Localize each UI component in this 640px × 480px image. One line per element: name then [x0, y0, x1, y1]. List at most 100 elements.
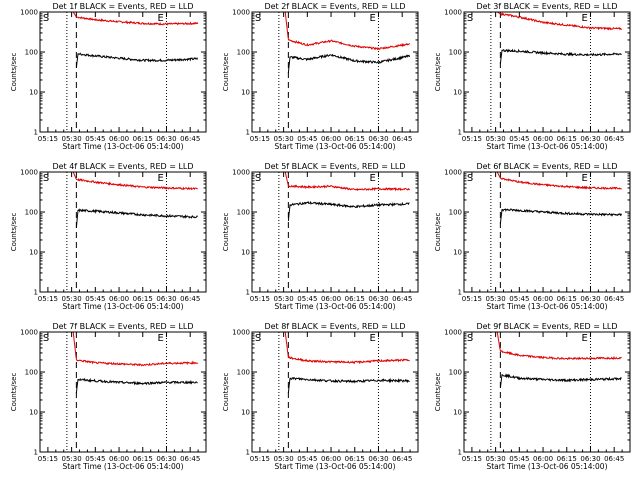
x-tick-label: 06:00 [109, 295, 129, 303]
x-tick-label: 05:45 [297, 295, 317, 303]
y-tick-label: 100 [25, 49, 38, 57]
events-series-line [287, 200, 410, 221]
x-tick-label: 05:30 [486, 455, 506, 463]
x-tick-label: 05:45 [297, 135, 317, 143]
start-marker-label: S [255, 333, 261, 344]
x-tick-label: 05:45 [509, 295, 529, 303]
x-tick-label: 05:30 [274, 295, 294, 303]
y-tick-label: 100 [25, 369, 38, 377]
plot-frame [463, 11, 631, 133]
x-tick-label: 06:45 [392, 135, 412, 143]
end-marker-label: E [157, 333, 163, 344]
y-tick-label: 10 [29, 249, 38, 257]
x-tick-label: 06:15 [557, 135, 577, 143]
x-tick-label: 05:15 [462, 295, 482, 303]
y-tick-label: 100 [25, 209, 38, 217]
panel-title: Det 6f BLACK = Events, RED = LLD [476, 162, 617, 171]
x-axis-label: Start Time (13-Oct-06 05:14:00) [274, 302, 395, 311]
x-tick-label: 06:15 [557, 455, 577, 463]
y-tick-label: 1 [246, 449, 250, 457]
lld-series-line [496, 12, 622, 31]
x-tick-label: 06:15 [133, 455, 153, 463]
y-axis-label: Counts/sec [10, 53, 18, 92]
x-tick-label: 05:45 [509, 455, 529, 463]
x-tick-label: 05:45 [85, 455, 105, 463]
x-tick-label: 06:45 [604, 135, 624, 143]
x-tick-label: 06:45 [392, 455, 412, 463]
lld-series-line [284, 172, 411, 192]
x-tick-label: 05:15 [250, 455, 270, 463]
y-tick-label: 100 [237, 209, 250, 217]
x-tick-label: 05:30 [62, 295, 82, 303]
x-tick-label: 06:30 [156, 455, 176, 463]
detector-panel-8: Det 8f BLACK = Events, RED = LLD 1 10 100 10… [222, 322, 419, 471]
y-tick-label: 10 [29, 409, 38, 417]
lld-series-line [496, 332, 622, 361]
lld-series-line [72, 12, 199, 26]
end-marker-label: E [369, 333, 375, 344]
x-tick-label: 06:45 [180, 455, 200, 463]
start-marker-label: S [43, 173, 49, 184]
start-marker-label: S [43, 13, 49, 24]
detector-panel-5: Det 5f BLACK = Events, RED = LLD 1 10 100 10… [222, 162, 419, 311]
panel-title: Det 1f BLACK = Events, RED = LLD [52, 2, 193, 11]
detector-panel-7: Det 7f BLACK = Events, RED = LLD 1 10 100 10… [10, 322, 207, 471]
y-tick-label: 100 [237, 49, 250, 57]
plot-frame [39, 11, 207, 133]
plot-frame [251, 11, 419, 133]
y-tick-label: 10 [29, 89, 38, 97]
panel-title: Det 7f BLACK = Events, RED = LLD [52, 322, 193, 331]
x-tick-label: 05:15 [38, 455, 58, 463]
x-tick-label: 06:15 [345, 135, 365, 143]
y-tick-label: 1000 [444, 329, 462, 337]
x-tick-label: 05:30 [62, 135, 82, 143]
events-series-line [75, 377, 198, 393]
y-axis-label: Counts/sec [10, 213, 18, 252]
y-tick-label: 10 [453, 89, 462, 97]
y-tick-label: 100 [449, 209, 462, 217]
plot-frame [463, 171, 631, 293]
x-tick-label: 06:30 [156, 135, 176, 143]
detector-panel-6: Det 6f BLACK = Events, RED = LLD 1 10 100 10… [434, 162, 631, 311]
start-marker-label: S [467, 13, 473, 24]
x-tick-label: 05:15 [250, 295, 270, 303]
x-tick-label: 06:00 [533, 135, 553, 143]
x-axis-label: Start Time (13-Oct-06 05:14:00) [486, 302, 607, 311]
events-series-line [499, 208, 622, 225]
x-tick-label: 05:30 [486, 295, 506, 303]
events-series-line [499, 373, 622, 388]
y-axis-label: Counts/sec [434, 373, 442, 412]
start-marker-label: S [43, 333, 49, 344]
x-tick-label: 05:30 [62, 455, 82, 463]
y-tick-label: 1000 [444, 169, 462, 177]
panel-title: Det 9f BLACK = Events, RED = LLD [476, 322, 617, 331]
x-tick-label: 06:30 [580, 455, 600, 463]
detector-panel-4: Det 4f BLACK = Events, RED = LLD 1 10 100 10… [10, 162, 207, 311]
x-axis-label: Start Time (13-Oct-06 05:14:00) [62, 302, 183, 311]
detector-panel-3: Det 3f BLACK = Events, RED = LLD 1 10 100 10… [434, 2, 631, 151]
events-series-line [75, 52, 198, 68]
x-tick-label: 06:15 [133, 135, 153, 143]
end-marker-label: E [369, 13, 375, 24]
events-series-line [287, 376, 410, 393]
x-tick-label: 06:30 [368, 135, 388, 143]
y-tick-label: 10 [453, 409, 462, 417]
y-tick-label: 1 [246, 289, 250, 297]
start-marker-label: S [255, 13, 261, 24]
y-tick-label: 1000 [20, 329, 38, 337]
plot-frame [251, 331, 419, 453]
panel-title: Det 2f BLACK = Events, RED = LLD [264, 2, 405, 11]
x-tick-label: 05:15 [38, 135, 58, 143]
x-axis-label: Start Time (13-Oct-06 05:14:00) [62, 142, 183, 151]
x-tick-label: 06:30 [368, 295, 388, 303]
y-tick-label: 100 [449, 49, 462, 57]
x-tick-label: 05:15 [462, 135, 482, 143]
detector-panel-2: Det 2f BLACK = Events, RED = LLD 1 10 100 10… [222, 2, 419, 151]
y-tick-label: 1000 [444, 9, 462, 17]
x-tick-label: 06:00 [321, 135, 341, 143]
x-tick-label: 05:15 [38, 295, 58, 303]
lld-series-line [496, 172, 622, 190]
lld-series-line [72, 332, 199, 367]
panel-title: Det 8f BLACK = Events, RED = LLD [264, 322, 405, 331]
